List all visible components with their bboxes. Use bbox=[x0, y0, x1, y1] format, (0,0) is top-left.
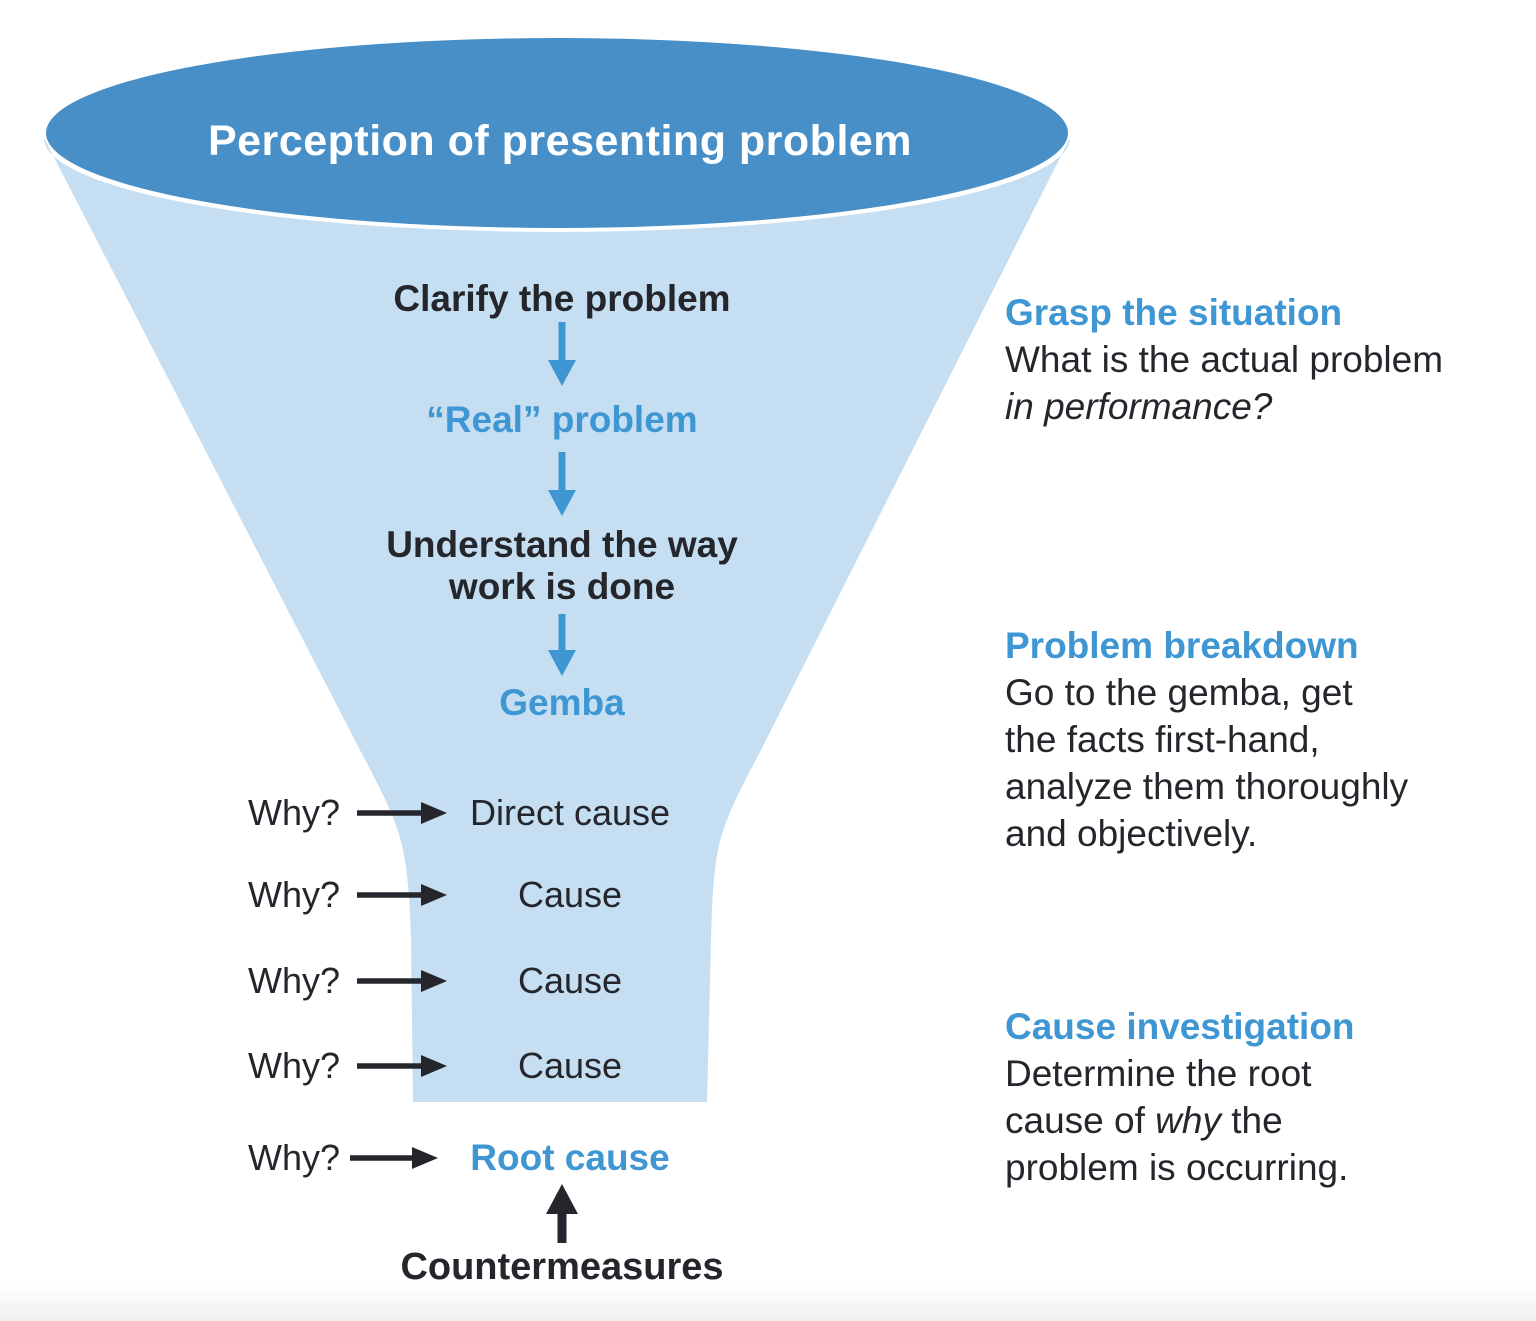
why-row-cause-2: Why? Cause bbox=[0, 959, 1536, 1003]
why-arrow-icon bbox=[357, 884, 447, 906]
funnel-body bbox=[44, 138, 1070, 1102]
why-question-label: Why? bbox=[247, 1045, 340, 1086]
step-gemba: Gemba bbox=[499, 682, 625, 723]
down-arrow-icon bbox=[548, 322, 576, 386]
annotation-grasp-situation: Grasp the situation What is the actual p… bbox=[1005, 289, 1525, 430]
down-arrow-icon bbox=[548, 614, 576, 676]
annotation-body: What is the actual problem in performance… bbox=[1005, 339, 1444, 427]
funnel-mouth-title: Perception of presenting problem bbox=[207, 117, 913, 165]
annotation-problem-breakdown: Problem breakdown Go to the gemba, get th… bbox=[1005, 622, 1525, 857]
step-clarify-problem: Clarify the problem bbox=[393, 278, 731, 319]
down-arrow-icon bbox=[548, 452, 576, 516]
up-arrow-icon bbox=[546, 1184, 578, 1243]
why-arrow-icon bbox=[357, 802, 447, 824]
why-question-label: Why? bbox=[247, 960, 340, 1001]
why-arrow-icon bbox=[357, 970, 447, 992]
cause-label: Cause bbox=[517, 960, 623, 1001]
annotation-body: Go to the gemba, get the facts first-hand… bbox=[1005, 672, 1409, 854]
why-question-label: Why? bbox=[247, 874, 340, 915]
annotation-title: Grasp the situation bbox=[1005, 292, 1343, 333]
why-question-label: Why? bbox=[247, 1137, 340, 1178]
countermeasures-label: Countermeasures bbox=[400, 1246, 724, 1288]
why-arrow-icon bbox=[350, 1147, 438, 1169]
why-row-cause-3: Why? Cause bbox=[0, 1044, 1536, 1088]
why-question-label: Why? bbox=[247, 792, 340, 833]
annotation-title: Cause investigation bbox=[1005, 1006, 1355, 1047]
bottom-fade-gradient bbox=[0, 1283, 1536, 1321]
annotation-cause-investigation: Cause investigation Determine the root ca… bbox=[1005, 1003, 1525, 1191]
step-real-problem: “Real” problem bbox=[426, 399, 698, 440]
annotation-body: Determine the root cause of why the proble… bbox=[1005, 1053, 1349, 1188]
why-row-cause-1: Why? Cause bbox=[0, 873, 1536, 917]
why-row-root-cause: Why? Root cause bbox=[0, 1136, 1536, 1180]
cause-label: Cause bbox=[517, 874, 623, 915]
root-cause-label: Root cause bbox=[470, 1137, 670, 1178]
why-arrow-icon bbox=[357, 1055, 447, 1077]
cause-label: Direct cause bbox=[469, 792, 671, 833]
why-row-direct-cause: Why? Direct cause bbox=[0, 791, 1536, 835]
cause-label: Cause bbox=[517, 1045, 623, 1086]
annotation-title: Problem breakdown bbox=[1005, 625, 1359, 666]
step-understand-work: Understand the way work is done bbox=[386, 524, 738, 607]
funnel-mouth bbox=[46, 38, 1068, 228]
